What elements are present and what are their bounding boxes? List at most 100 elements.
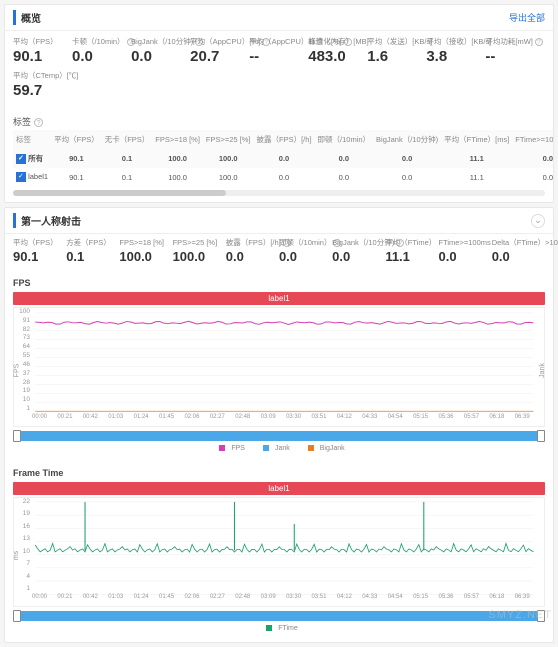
metric-value: 3.8 <box>426 48 485 65</box>
slider-handle-left[interactable] <box>13 430 21 442</box>
metric: 平均（AppCPU）[%]? 20.7 <box>190 35 249 67</box>
metric-label: 平均（发送）[KB/s] <box>367 37 426 46</box>
checkbox-icon[interactable] <box>16 154 26 164</box>
metric-value: 0.0 <box>439 249 492 264</box>
metric-label: 平均（FPS） <box>13 238 66 247</box>
cell: 0.0 <box>512 149 553 168</box>
metric-value: 100.0 <box>173 249 226 264</box>
ft-chart-title: Frame Time <box>13 468 545 478</box>
metric-value: 0.0 <box>332 249 385 264</box>
metric-value: 90.1 <box>13 249 66 264</box>
slider-handle-right[interactable] <box>537 610 545 622</box>
cell: 0.1 <box>102 168 153 186</box>
col-header: FPS>=18 [%] <box>152 130 203 149</box>
labels-title: 标签? <box>5 109 553 130</box>
legend-item[interactable]: FTime <box>260 625 298 632</box>
fps-range-slider[interactable] <box>13 431 545 441</box>
metric-label: Delta（FTime）>100ms [/h] <box>492 238 545 247</box>
fps-legend: FPS Jank BigJank <box>13 443 545 458</box>
metric-value: 11.1 <box>385 249 438 264</box>
h-scrollbar-thumb[interactable] <box>13 190 226 196</box>
metric-value: 0.0 <box>72 48 131 65</box>
overview-header: 概览 导出全部 <box>5 5 553 31</box>
metric: 平均（AppCPU）标准化[%]? -- <box>249 35 308 67</box>
metric-label: FPS>=25 [%] <box>173 238 226 247</box>
row-label[interactable]: label1 <box>13 168 51 186</box>
col-header: 平均（FPS） <box>51 130 102 149</box>
ft-x-axis: 00:0000:2100:4201:0301:2401:4502:0602:27… <box>32 594 530 606</box>
detail-metrics: 平均（FPS） 90.1 方差（FPS） 0.1 FPS>=18 [%] 100… <box>5 234 553 272</box>
cell: 0.0 <box>512 168 553 186</box>
cell: 0.0 <box>373 168 441 186</box>
detail-panel: 第一人称射击 ⌄ 平均（FPS） 90.1 方差（FPS） 0.1 FPS>=1… <box>4 207 554 643</box>
metric-value: -- <box>485 48 544 65</box>
legend-item[interactable]: Jank <box>257 445 290 452</box>
col-header: 披露（FPS）[/h] <box>254 130 315 149</box>
cell: 0.1 <box>102 149 153 168</box>
metric-label: 峰值（内存）[MB] <box>308 37 367 46</box>
metric-label: 披露（FPS）[/h]? <box>226 238 279 247</box>
detail-header: 第一人称射击 ⌄ <box>5 208 553 234</box>
metric: 平均（FPS） 90.1 <box>13 35 72 67</box>
metric-label: 平均（FPS） <box>13 37 72 46</box>
col-header: BigJank（/10分钟) <box>373 130 441 149</box>
collapse-icon[interactable]: ⌄ <box>531 214 545 228</box>
cell: 100.0 <box>203 168 254 186</box>
ft-range-slider[interactable] <box>13 611 545 621</box>
slider-handle-right[interactable] <box>537 430 545 442</box>
ft-chart[interactable]: 2219161310741 ms 00:0000:2100:4201:0301:… <box>13 497 545 607</box>
metric-value: 20.7 <box>190 48 249 65</box>
metric: 峰值（内存）[MB] 483.0 <box>308 35 367 67</box>
metric: 即顿（/10min）? 0.0 <box>279 236 332 266</box>
metric-value: 0.0 <box>279 249 332 264</box>
metric-value: 1.6 <box>367 48 426 65</box>
metric-label: 平均（AppCPU）[%]? <box>190 37 249 46</box>
labels-table: 标签平均（FPS）无卡（FPS）FPS>=18 [%]FPS>=25 [%]披露… <box>13 130 553 186</box>
cell: 11.1 <box>441 149 512 168</box>
cell: 0.0 <box>373 149 441 168</box>
metric: 平均（FPS） 90.1 <box>13 236 66 266</box>
overview-metrics: 平均（FPS） 90.1 卡顿（/10min）? 0.0 BigJank（/10… <box>5 31 553 109</box>
metric: FPS>=25 [%] 100.0 <box>173 236 226 266</box>
metric: 平均功耗[mW]? -- <box>485 35 544 67</box>
metric-label: 卡顿（/10min）? <box>72 37 131 46</box>
metric-label: BigJank（/10分钟)? <box>332 238 385 247</box>
metric-label: FTime>=100ms <box>439 238 492 247</box>
fps-chart[interactable]: 100918273645546372819101 FPS Jank 00:000… <box>13 307 545 427</box>
h-scrollbar[interactable] <box>13 190 545 196</box>
metric: Delta（FTime）>100ms [/h] 0.0 <box>492 236 545 266</box>
metric-value: 100.0 <box>119 249 172 264</box>
cell: 0.0 <box>315 168 374 186</box>
slider-handle-left[interactable] <box>13 610 21 622</box>
legend-item[interactable]: BigJank <box>302 445 345 452</box>
cell: 90.1 <box>51 168 102 186</box>
labels-table-wrap[interactable]: 标签平均（FPS）无卡（FPS）FPS>=18 [%]FPS>=25 [%]披露… <box>5 130 553 190</box>
checkbox-icon[interactable] <box>16 172 26 182</box>
cell: 100.0 <box>203 149 254 168</box>
col-header: FPS>=25 [%] <box>203 130 254 149</box>
metric-label: 平均（AppCPU）标准化[%]? <box>249 37 308 46</box>
metric-value: -- <box>249 48 308 65</box>
metric-value: 59.7 <box>13 82 93 99</box>
col-header: FTime>=100ms [%] <box>512 130 553 149</box>
cell: 0.0 <box>315 149 374 168</box>
metric-label: 平均功耗[mW]? <box>485 37 544 46</box>
cell: 90.1 <box>51 149 102 168</box>
metric: BigJank（/10分钟)? 0.0 <box>131 35 190 67</box>
col-header: 标签 <box>13 130 51 149</box>
detail-title: 第一人称射击 <box>13 213 81 228</box>
col-header: 即顿（/10min） <box>315 130 374 149</box>
table-header: 标签平均（FPS）无卡（FPS）FPS>=18 [%]FPS>=25 [%]披露… <box>13 130 553 149</box>
export-all-link[interactable]: 导出全部 <box>509 11 545 24</box>
metric: FPS>=18 [%] 100.0 <box>119 236 172 266</box>
metric-value: 483.0 <box>308 48 367 65</box>
metric-value: 0.1 <box>66 249 119 264</box>
metric-label: BigJank（/10分钟)? <box>131 37 190 46</box>
metric: BigJank（/10分钟)? 0.0 <box>332 236 385 266</box>
legend-item[interactable]: FPS <box>213 445 245 452</box>
cell: 11.1 <box>441 168 512 186</box>
metric-label: 平均（CTemp）[℃] <box>13 71 93 80</box>
metric-label: 方差（FPS） <box>66 238 119 247</box>
row-label[interactable]: 所有 <box>13 149 51 168</box>
fps-chart-section: FPS label1 100918273645546372819101 FPS … <box>5 272 553 462</box>
